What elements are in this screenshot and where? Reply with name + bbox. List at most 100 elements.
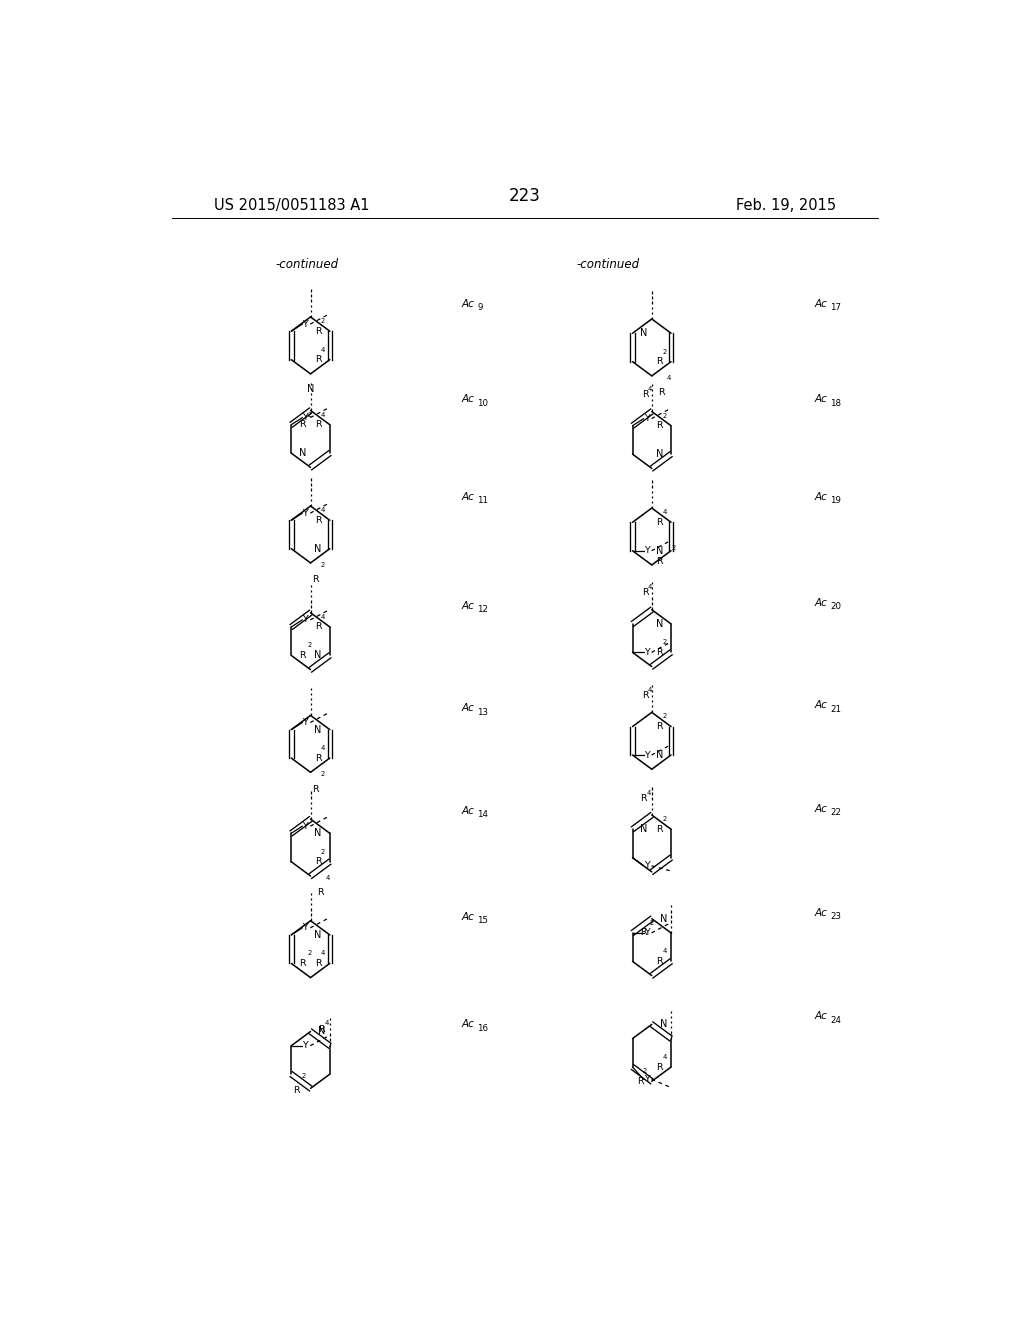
Text: 2: 2 <box>308 412 312 417</box>
Text: Ac: Ac <box>461 807 474 816</box>
Text: 2: 2 <box>302 1073 306 1080</box>
Text: 22: 22 <box>830 808 842 817</box>
Text: 18: 18 <box>830 399 842 408</box>
Text: N: N <box>299 449 306 458</box>
Text: Ac: Ac <box>461 298 474 309</box>
Text: Y: Y <box>644 648 649 657</box>
Text: R: R <box>642 589 648 598</box>
Text: Ac: Ac <box>814 804 827 814</box>
Text: N: N <box>307 384 314 395</box>
Text: R: R <box>316 888 324 898</box>
Text: 4: 4 <box>648 686 652 693</box>
Text: US 2015/0051183 A1: US 2015/0051183 A1 <box>214 198 370 213</box>
Text: 12: 12 <box>477 605 488 614</box>
Text: R: R <box>656 517 664 527</box>
Text: R: R <box>299 958 306 968</box>
Text: 2: 2 <box>322 318 326 325</box>
Text: Y: Y <box>302 615 308 624</box>
Text: N: N <box>640 824 648 834</box>
Text: R: R <box>637 1077 644 1086</box>
Text: 2: 2 <box>663 816 667 822</box>
Text: 2: 2 <box>321 562 325 568</box>
Text: N: N <box>314 828 322 838</box>
Text: Ac: Ac <box>814 492 827 502</box>
Text: 2: 2 <box>663 348 667 355</box>
Text: Ac: Ac <box>814 1011 827 1022</box>
Text: N: N <box>314 651 322 660</box>
Text: R: R <box>312 576 318 585</box>
Text: Ac: Ac <box>814 598 827 607</box>
Text: R: R <box>640 928 647 937</box>
Text: N: N <box>314 725 322 735</box>
Text: R: R <box>640 793 647 803</box>
Text: N: N <box>655 619 664 628</box>
Text: R: R <box>315 857 322 866</box>
Text: Y: Y <box>302 821 308 830</box>
Text: Y: Y <box>644 414 649 424</box>
Text: 10: 10 <box>477 399 488 408</box>
Text: 4: 4 <box>322 614 326 620</box>
Text: Y: Y <box>644 546 649 556</box>
Text: Feb. 19, 2015: Feb. 19, 2015 <box>736 198 836 213</box>
Text: Ac: Ac <box>814 298 827 309</box>
Text: N: N <box>659 1019 667 1030</box>
Text: Y: Y <box>644 862 649 870</box>
Text: 2: 2 <box>672 545 676 550</box>
Text: Y: Y <box>302 319 308 329</box>
Text: 4: 4 <box>326 875 330 880</box>
Text: R: R <box>299 420 306 429</box>
Text: Ac: Ac <box>461 492 474 502</box>
Text: R: R <box>315 623 322 631</box>
Text: R: R <box>315 355 322 364</box>
Text: Ac: Ac <box>814 395 827 404</box>
Text: 9: 9 <box>477 304 482 313</box>
Text: N: N <box>655 449 664 459</box>
Text: 2: 2 <box>649 920 653 925</box>
Text: 2: 2 <box>663 639 667 645</box>
Text: 15: 15 <box>477 916 488 925</box>
Text: 4: 4 <box>663 510 667 515</box>
Text: R: R <box>315 326 322 335</box>
Text: R: R <box>656 557 664 566</box>
Text: 4: 4 <box>322 412 326 417</box>
Text: R: R <box>656 421 664 430</box>
Text: 4: 4 <box>648 585 652 590</box>
Text: -continued: -continued <box>275 257 338 271</box>
Text: R: R <box>293 1086 299 1096</box>
Text: 19: 19 <box>830 496 841 506</box>
Text: 4: 4 <box>663 948 667 954</box>
Text: R: R <box>642 391 648 399</box>
Text: Y: Y <box>644 1074 649 1084</box>
Text: N: N <box>314 929 322 940</box>
Text: 4: 4 <box>646 789 650 796</box>
Text: Ac: Ac <box>461 395 474 404</box>
Text: N: N <box>659 913 667 924</box>
Text: 21: 21 <box>830 705 842 714</box>
Text: Y: Y <box>644 928 649 937</box>
Text: 2: 2 <box>308 950 312 956</box>
Text: R: R <box>318 1024 325 1034</box>
Text: R: R <box>656 358 664 366</box>
Text: R: R <box>315 754 322 763</box>
Text: R: R <box>642 692 648 700</box>
Text: R: R <box>656 957 664 966</box>
Text: N: N <box>318 1027 326 1036</box>
Text: R: R <box>315 958 322 968</box>
Text: N: N <box>655 545 664 556</box>
Text: R: R <box>656 722 664 731</box>
Text: Y: Y <box>302 718 308 727</box>
Text: 20: 20 <box>830 602 842 611</box>
Text: R: R <box>315 516 322 525</box>
Text: N: N <box>314 544 322 553</box>
Text: 4: 4 <box>322 744 326 751</box>
Text: N: N <box>655 750 664 760</box>
Text: 4: 4 <box>322 507 326 513</box>
Text: 11: 11 <box>477 496 488 506</box>
Text: R: R <box>656 1063 664 1072</box>
Text: 4: 4 <box>667 375 671 381</box>
Text: 2: 2 <box>322 849 326 854</box>
Text: Y: Y <box>302 923 308 932</box>
Text: 16: 16 <box>477 1024 488 1034</box>
Text: 223: 223 <box>509 187 541 205</box>
Text: 14: 14 <box>477 810 488 820</box>
